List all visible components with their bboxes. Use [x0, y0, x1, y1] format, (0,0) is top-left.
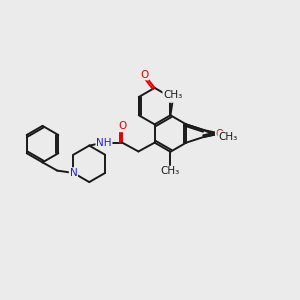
Text: NH: NH — [96, 138, 112, 148]
Text: CH₃: CH₃ — [161, 167, 180, 176]
Text: O: O — [140, 70, 148, 80]
Text: CH₃: CH₃ — [163, 90, 182, 100]
Text: O: O — [166, 92, 175, 102]
Text: N: N — [70, 168, 77, 178]
Text: O: O — [216, 128, 224, 139]
Text: CH₃: CH₃ — [218, 131, 238, 142]
Text: O: O — [118, 122, 126, 131]
